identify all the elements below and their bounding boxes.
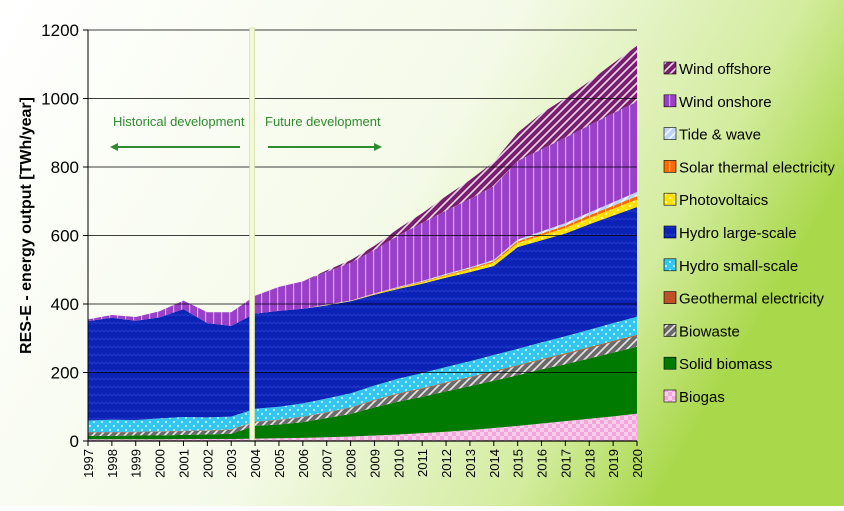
legend-label: Tide & wave <box>679 127 761 144</box>
x-tick-label: 2008 <box>344 449 359 478</box>
legend-label: Wind offshore <box>679 61 771 78</box>
legend-swatch <box>663 127 677 140</box>
area-hydro-large-scale <box>88 207 637 421</box>
y-tick-label: 800 <box>51 158 79 177</box>
y-tick-label: 200 <box>51 364 79 383</box>
legend-label: Photovoltaics <box>679 192 768 209</box>
y-tick-label: 1000 <box>41 90 79 109</box>
x-tick-label: 1998 <box>105 449 120 478</box>
legend-label: Solid biomass <box>679 356 772 373</box>
annotation-historical: Historical development <box>113 114 245 129</box>
legend-swatch <box>663 389 677 403</box>
legend-label: Wind onshore <box>679 94 772 111</box>
legend-swatch <box>663 192 677 206</box>
x-tick-label: 1997 <box>81 449 96 478</box>
x-tick-label: 2000 <box>153 449 168 478</box>
area-biogas <box>88 413 637 441</box>
legend-item-photovoltaics: Photovoltaics <box>663 192 768 209</box>
x-tick-label: 2013 <box>463 449 478 478</box>
area-solid-biomass <box>88 346 637 440</box>
legend-label: Geothermal electricity <box>679 291 825 308</box>
x-tick-label: 2009 <box>367 449 382 478</box>
legend-label: Biowaste <box>679 323 740 340</box>
x-tick-label: 2001 <box>176 449 191 478</box>
legend-item-geothermal-electricity: Geothermal electricity <box>663 291 825 308</box>
y-tick-label: 1200 <box>41 21 79 40</box>
x-tick-label: 2003 <box>224 449 239 478</box>
x-tick-label: 1999 <box>129 449 144 478</box>
legend-item-hydro-large-scale: Hydro large-scale <box>663 225 797 242</box>
period-divider <box>249 27 255 442</box>
legend-item-solar-thermal-electricity: Solar thermal electricity <box>663 159 835 176</box>
legend-item-tide-wave: Tide & wave <box>663 127 761 144</box>
legend-item-biogas: Biogas <box>663 389 725 406</box>
legend-swatch <box>663 291 677 304</box>
x-tick-label: 2012 <box>439 449 454 478</box>
x-tick-label: 2010 <box>391 449 406 478</box>
legend-item-wind-offshore: Wind offshore <box>663 61 771 78</box>
legend-label: Biogas <box>679 389 725 406</box>
legend-label: Hydro small-scale <box>679 258 798 275</box>
legend-swatch <box>663 324 677 337</box>
legend-swatch <box>663 160 677 173</box>
legend-item-wind-onshore: Wind onshore <box>663 94 772 111</box>
legend-swatch <box>663 356 677 370</box>
area-wind-onshore <box>88 101 637 326</box>
annotation-future: Future development <box>265 114 381 129</box>
x-tick-label: 2020 <box>630 449 645 478</box>
x-tick-label: 2015 <box>511 449 526 478</box>
legend-swatch <box>663 225 677 239</box>
y-tick-label: 0 <box>70 432 79 451</box>
legend-item-hydro-small-scale: Hydro small-scale <box>663 258 798 275</box>
area-hydro-small-scale <box>88 316 637 433</box>
x-tick-label: 2011 <box>415 449 430 477</box>
y-axis-title: RES-E - energy output [TWh/year] <box>18 97 35 354</box>
legend-swatch <box>663 94 677 108</box>
legend-label: Solar thermal electricity <box>679 159 835 176</box>
x-tick-label: 2002 <box>200 449 215 478</box>
x-tick-label: 2006 <box>296 449 311 478</box>
x-tick-label: 2004 <box>248 449 263 478</box>
x-tick-label: 2014 <box>487 449 502 478</box>
x-tick-label: 2005 <box>272 449 287 478</box>
legend-item-biowaste: Biowaste <box>663 323 740 340</box>
x-tick-label: 2007 <box>320 449 335 478</box>
x-tick-label: 2016 <box>535 449 550 478</box>
legend-swatch <box>663 258 677 272</box>
legend-item-solid-biomass: Solid biomass <box>663 356 772 373</box>
x-tick-label: 2017 <box>558 449 573 478</box>
legend-swatch <box>663 61 677 75</box>
y-tick-label: 600 <box>51 227 79 246</box>
x-tick-label: 2019 <box>606 449 621 478</box>
y-tick-label: 400 <box>51 295 79 314</box>
x-tick-label: 2018 <box>582 449 597 478</box>
legend-label: Hydro large-scale <box>679 225 797 242</box>
